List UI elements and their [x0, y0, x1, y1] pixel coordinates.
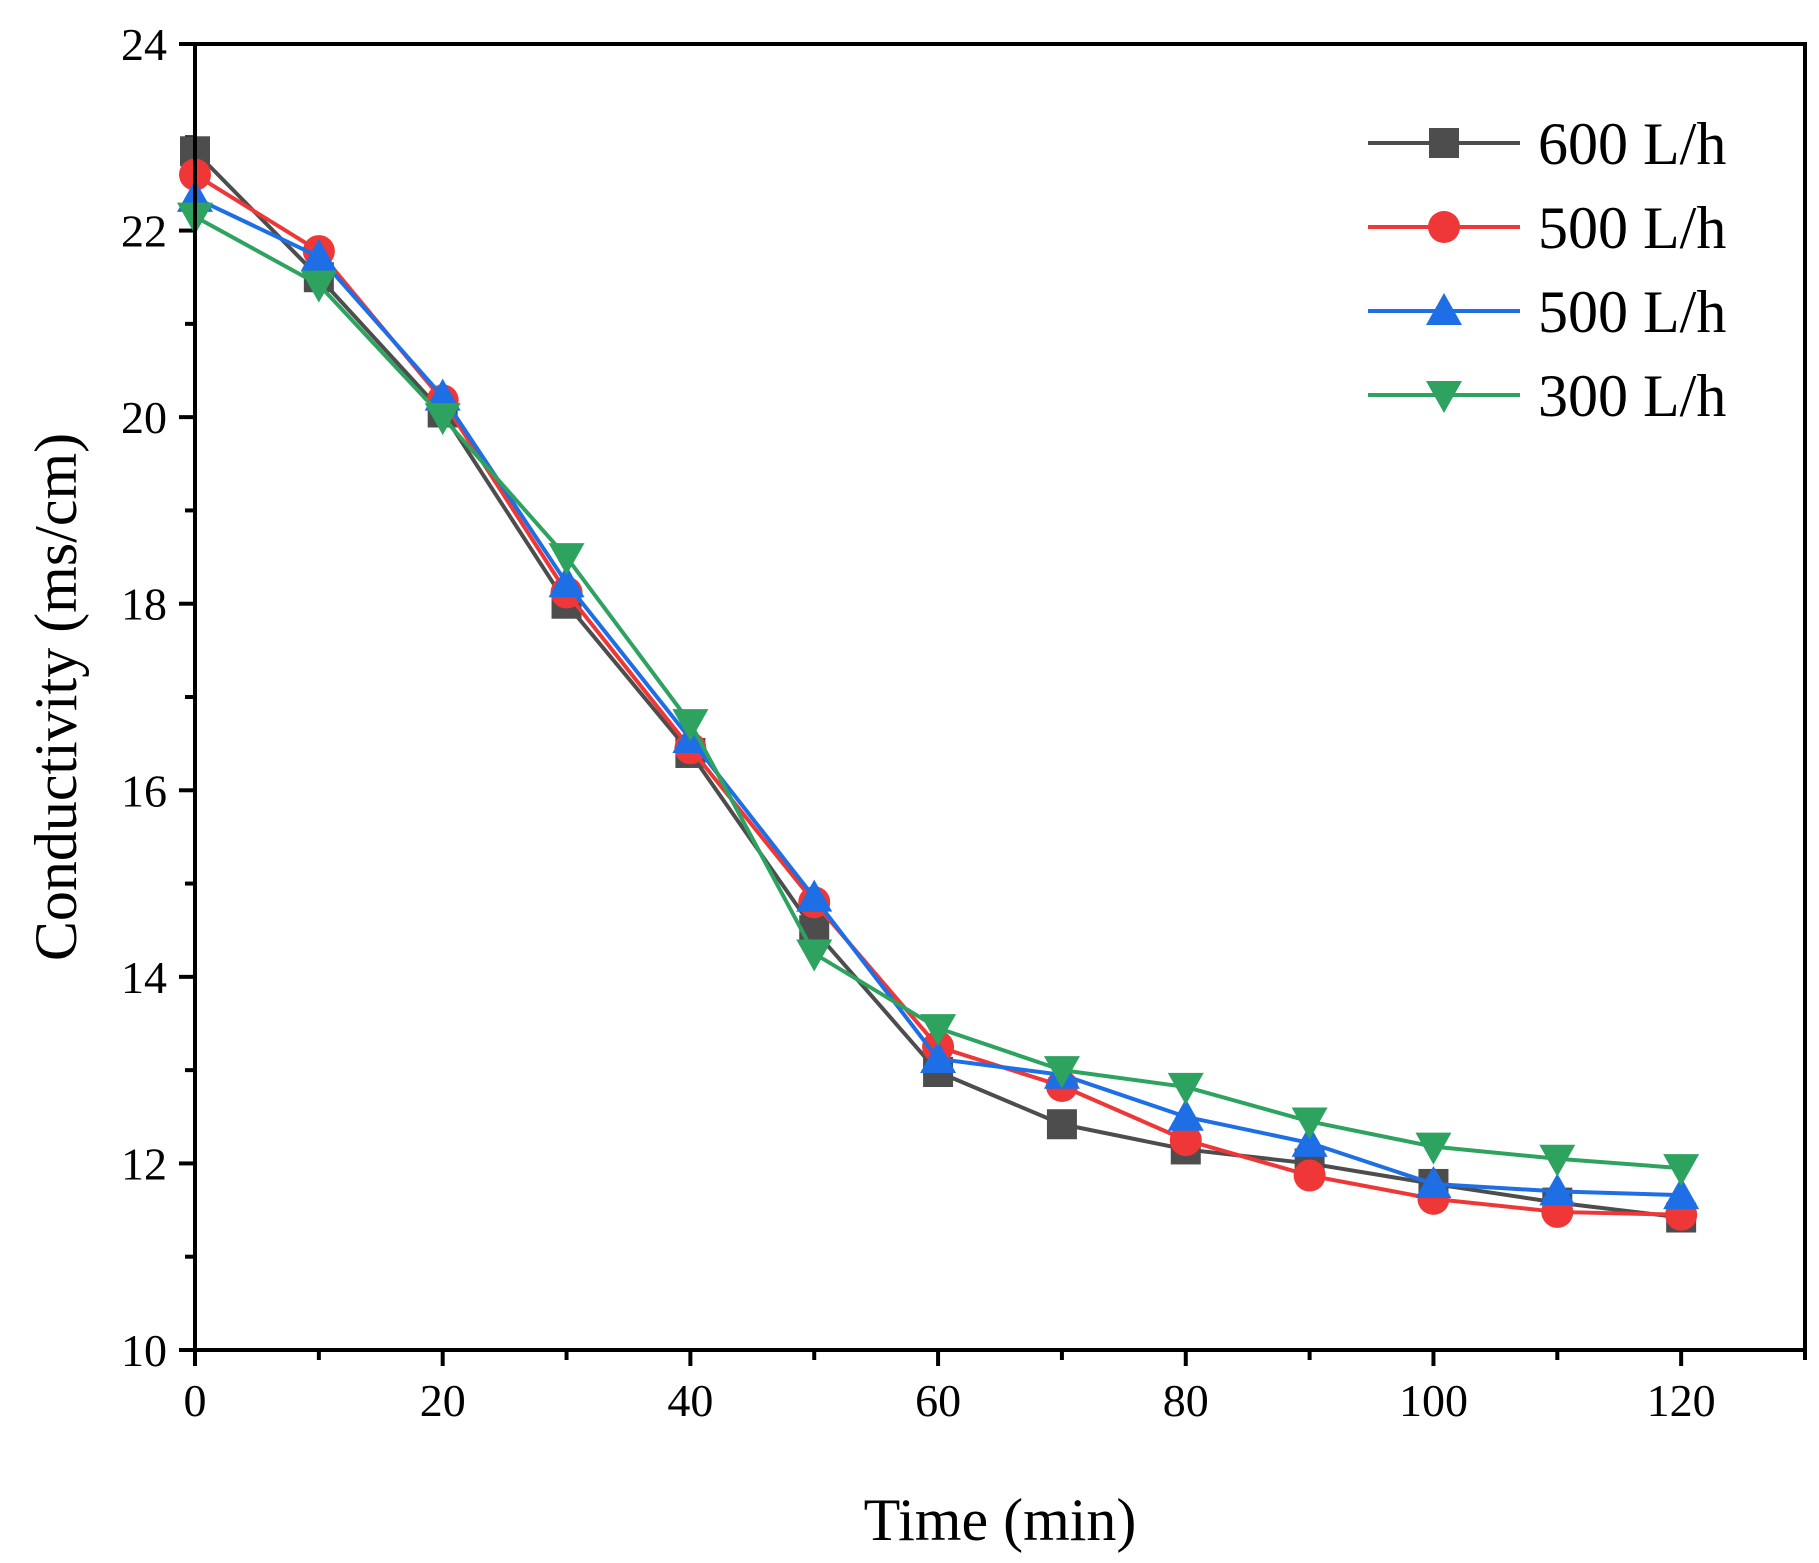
- legend-marker: [1426, 293, 1462, 325]
- data-point: [1663, 1154, 1700, 1187]
- y-tick-label: 20: [121, 392, 167, 443]
- data-point: [1539, 1144, 1576, 1177]
- data-point: [548, 565, 585, 598]
- y-tick-label: 10: [121, 1325, 167, 1376]
- series-4: [177, 202, 1700, 1187]
- legend-label: 600 L/h: [1538, 111, 1726, 177]
- x-tick-label: 40: [667, 1375, 713, 1426]
- series-layer: [177, 136, 1700, 1233]
- legend: 600 L/h 500 L/h 500 L/h 300 L/h: [1368, 111, 1726, 429]
- data-point: [424, 378, 461, 411]
- data-point: [920, 1014, 957, 1047]
- legend-label: 500 L/h: [1538, 279, 1726, 345]
- x-tick-label: 60: [915, 1375, 961, 1426]
- x-tick-label: 20: [420, 1375, 466, 1426]
- legend-item: 500 L/h: [1368, 279, 1726, 345]
- x-tick-label: 0: [184, 1375, 207, 1426]
- data-point: [1169, 1124, 1202, 1157]
- y-tick-label: 14: [121, 952, 167, 1003]
- data-point: [796, 879, 833, 912]
- y-axis-title: Conductivity (ms/cm): [23, 433, 89, 961]
- data-point: [1415, 1165, 1452, 1198]
- series-3: [177, 179, 1700, 1210]
- data-point: [1291, 1107, 1328, 1140]
- data-point: [1415, 1132, 1452, 1165]
- axis-ticks: 0 20 40 60 80 100 120 10 12 14 16 18 20 22 24: [121, 19, 1807, 1426]
- data-point: [300, 238, 337, 271]
- data-point: [1539, 1173, 1576, 1206]
- legend-label: 500 L/h: [1538, 195, 1726, 261]
- legend-item: 600 L/h: [1368, 111, 1726, 177]
- data-point: [1043, 1056, 1080, 1089]
- y-tick-label: 16: [121, 765, 167, 816]
- data-point: [1663, 1177, 1700, 1210]
- x-tick-label: 120: [1647, 1375, 1716, 1426]
- x-tick-label: 80: [1163, 1375, 1209, 1426]
- legend-marker: [1426, 381, 1462, 413]
- legend-item: 300 L/h: [1368, 363, 1726, 429]
- plot-frame: [193, 42, 1807, 1352]
- data-point: [548, 543, 585, 576]
- y-tick-label: 18: [121, 579, 167, 630]
- legend-item: 500 L/h: [1368, 195, 1726, 261]
- data-point: [1291, 1124, 1328, 1157]
- data-point: [1293, 1159, 1326, 1192]
- data-point: [300, 270, 337, 303]
- legend-label: 300 L/h: [1538, 363, 1726, 429]
- data-point: [796, 939, 833, 972]
- data-point: [424, 403, 461, 436]
- data-point: [920, 1040, 957, 1073]
- x-axis-title: Time (min): [864, 1487, 1137, 1553]
- legend-marker: [1428, 211, 1460, 243]
- data-point: [1167, 1072, 1204, 1105]
- data-point: [1046, 1109, 1077, 1140]
- y-tick-label: 12: [121, 1138, 167, 1189]
- x-tick-label: 100: [1399, 1375, 1468, 1426]
- y-tick-label: 22: [121, 206, 167, 257]
- data-point: [1167, 1098, 1204, 1131]
- y-tick-label: 24: [121, 19, 167, 70]
- data-point: [672, 709, 709, 742]
- legend-marker: [1429, 128, 1459, 158]
